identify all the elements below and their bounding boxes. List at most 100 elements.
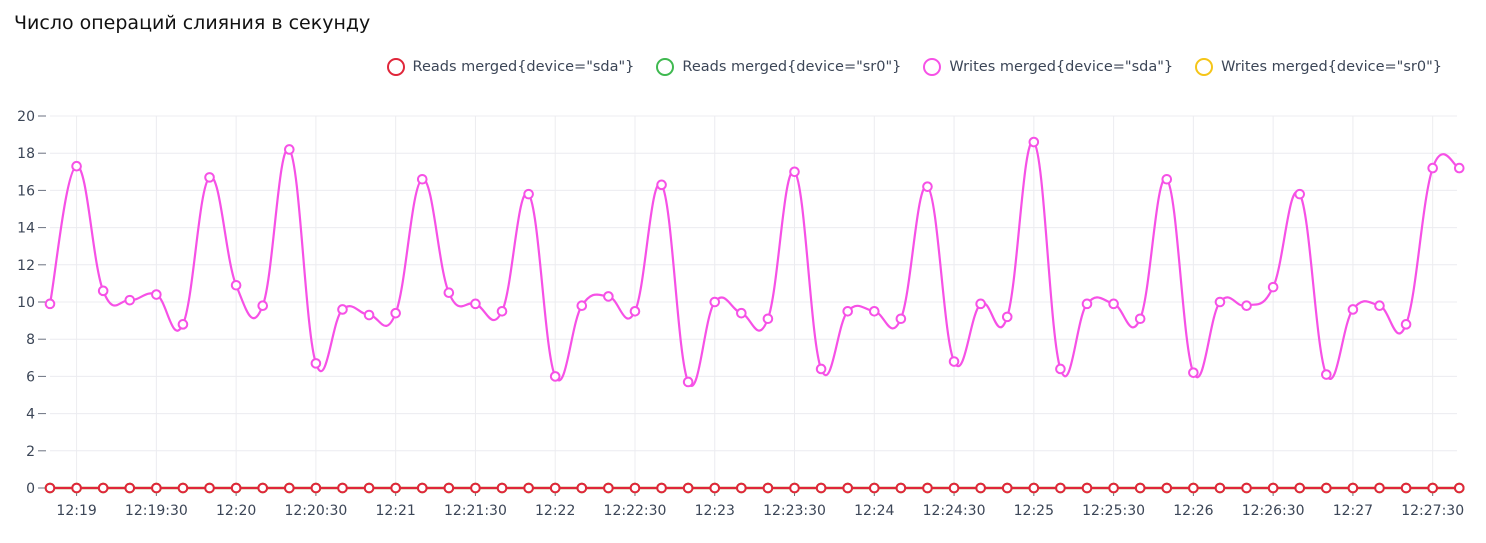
legend-swatch-writes-sda [923,58,942,76]
legend-item-writes-sda[interactable]: Writes merged{device="sda"} [923,58,1173,76]
data-point [975,298,986,310]
legend-label-writes-sda: Writes merged{device="sda"} [949,59,1174,75]
data-point [789,482,800,494]
data-point [1347,482,1359,494]
data-point [1294,188,1306,200]
data-point [443,287,455,299]
x-tick-label: 12:19:30 [125,503,188,519]
legend-label-writes-sr0: Writes merged{device="sr0"} [1221,59,1442,75]
data-point [1001,482,1013,494]
data-point [895,313,907,325]
data-point [868,482,880,494]
data-point [1214,296,1226,308]
data-point [284,144,295,155]
data-point [1267,482,1279,494]
data-point [523,188,534,200]
x-tick-label: 12:24:30 [923,503,986,519]
data-point [922,482,933,494]
data-point [363,482,375,494]
data-point [736,482,747,494]
data-point [470,298,481,310]
data-point [496,306,508,317]
data-point [682,482,694,494]
data-point [416,482,428,494]
data-point [44,482,56,494]
x-tick-label: 12:27 [1333,503,1373,519]
data-point [576,300,588,312]
x-tick-label: 12:22:30 [604,503,667,519]
data-point [1453,162,1465,174]
data-point [1028,482,1040,494]
data-point [842,306,854,317]
series-writes-sda [44,136,1465,388]
y-tick-label: 2 [26,444,35,460]
data-point [523,482,534,494]
data-point [629,482,641,494]
data-point [603,482,614,494]
data-point [656,482,667,494]
legend-item-writes-sr0[interactable]: Writes merged{device="sr0"} [1195,58,1442,76]
data-point [230,279,242,291]
data-point [1028,136,1040,148]
data-point [71,482,82,494]
data-point [1108,298,1119,310]
data-point [1241,300,1252,312]
data-point [1134,313,1146,325]
data-point [1161,173,1173,185]
data-point [496,482,508,494]
y-tick-label: 4 [26,407,35,423]
data-point [549,482,561,494]
series-reads-sda [44,482,1465,494]
data-point [257,482,269,494]
data-point [204,482,215,494]
data-point [629,306,641,317]
data-point [1321,482,1332,494]
data-point [443,482,455,494]
data-point [815,363,827,375]
data-point [576,482,588,494]
data-point [390,482,401,494]
y-tick-label: 0 [26,481,35,497]
x-tick-label: 12:23:30 [763,503,826,519]
data-point [709,296,721,308]
data-point [284,482,295,494]
legend-swatch-reads-sr0 [656,58,675,76]
y-tick-label: 6 [26,369,35,385]
data-point [1374,300,1385,312]
x-tick-label: 12:26 [1173,503,1213,519]
data-point [1453,482,1465,494]
legend-item-reads-sr0[interactable]: Reads merged{device="sr0"} [656,58,901,76]
data-point [1188,367,1199,378]
data-point [789,166,800,178]
data-point [656,179,667,191]
data-point [895,482,907,494]
data-point [44,298,56,310]
data-point [762,313,774,325]
series-writes-sda-line [48,140,1460,387]
data-point [1321,369,1332,380]
x-tick-label: 12:21 [375,503,415,519]
data-point [97,482,109,494]
data-point [762,482,774,494]
data-point [1161,482,1173,494]
data-point [1081,298,1093,310]
data-point [1108,482,1119,494]
data-point [363,309,375,321]
data-point [337,304,348,315]
data-point [1427,162,1438,174]
legend-swatch-writes-sr0 [1195,58,1214,76]
legend-item-reads-sda[interactable]: Reads merged{device="sda"} [386,58,634,76]
data-point [310,482,322,494]
data-point [922,181,933,192]
x-tick-label: 12:25:30 [1082,503,1145,519]
chart-title: Число операций слияния в секунду [14,12,371,34]
x-tick-label: 12:27:30 [1401,503,1464,519]
data-point [603,291,614,302]
y-tick-label: 20 [17,109,35,125]
data-point [1241,482,1252,494]
y-tick-label: 16 [17,183,35,199]
data-point [390,307,401,319]
data-point [709,482,721,494]
data-point [1001,311,1013,323]
